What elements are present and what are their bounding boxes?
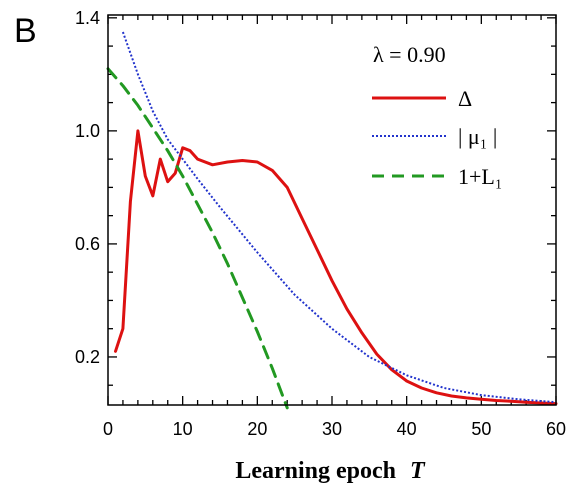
x-axis-title: Learning epoch T <box>235 458 426 484</box>
legend: λ = 0.90 Δ | μ₁ | 1+L₁ <box>372 42 503 189</box>
legend-label-mu1: | μ₁ | <box>458 124 497 149</box>
x-tick-label: 0 <box>103 419 113 439</box>
series-layer <box>106 31 558 410</box>
x-tick-label: 30 <box>322 419 342 439</box>
x-tick-label: 60 <box>546 419 566 439</box>
series-line-mu1 <box>121 31 557 404</box>
series-line-delta <box>114 129 558 406</box>
x-tick-label: 10 <box>173 419 193 439</box>
axis-ticks <box>107 15 557 405</box>
x-axis-title-variable: T <box>410 458 426 484</box>
y-tick-label: 0.6 <box>75 234 100 254</box>
x-tick-label: 40 <box>397 419 417 439</box>
panel-label: B <box>14 12 37 50</box>
x-tick-label: 20 <box>247 419 267 439</box>
y-tick-label: 1.0 <box>75 121 100 141</box>
legend-label-one-plus-l1: 1+L₁ <box>458 164 503 189</box>
plot-frame <box>107 14 557 406</box>
legend-title: λ = 0.90 <box>373 42 446 67</box>
y-tick-label: 0.2 <box>75 347 100 367</box>
legend-label-delta: Δ <box>458 86 472 111</box>
y-tick-label: 1.4 <box>75 8 100 28</box>
tick-labels: 0 10 20 30 40 50 60 0.2 0.6 1.0 1.4 <box>75 8 566 439</box>
series-line-one-plus-l1 <box>106 67 289 410</box>
x-tick-label: 50 <box>471 419 491 439</box>
x-axis-title-text: Learning epoch <box>235 458 396 484</box>
